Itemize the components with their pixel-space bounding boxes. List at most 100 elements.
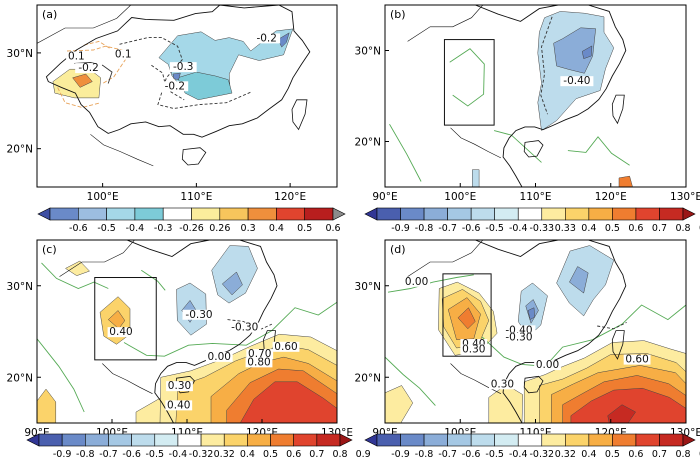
border-line (450, 363, 502, 394)
x-tick-label: 100°E (444, 191, 476, 203)
coastline (126, 240, 278, 423)
colorbar-label: -0.4 (169, 449, 188, 460)
colorbar-label: -0.32 (529, 449, 554, 460)
contour-label: 0.1 (115, 49, 132, 61)
shaded-region (221, 271, 243, 296)
shaded-region (277, 32, 290, 48)
colorbar-label: 0.4 (240, 449, 255, 460)
colorbar-swatch (565, 433, 590, 447)
plot-frame (36, 4, 338, 188)
contour-line (449, 48, 485, 107)
colorbar-label: 0.5 (605, 223, 620, 234)
colorbar-label: 0.7 (652, 223, 667, 234)
contour-line (540, 16, 553, 115)
colorbar-swatch (108, 433, 132, 447)
contour-label: -0.2 (256, 32, 277, 44)
colorbar-label: 0.4 (581, 223, 596, 234)
contour-label-bg (534, 360, 561, 371)
colorbar-swatch (134, 207, 164, 221)
contour-label-bg (488, 379, 516, 390)
contour-line (41, 262, 109, 289)
colorbar-swatch (635, 433, 660, 447)
panel-a: 0.1-0.20.1-0.3-0.2-0.2(a)100°E 110°E 120°E… (7, 4, 346, 234)
colorbar-label: -0.7 (438, 223, 457, 234)
colorbar-swatch (247, 433, 271, 447)
y-tick-label: 30°N (355, 281, 381, 293)
contour-label-bg (460, 344, 488, 355)
border-line (407, 240, 484, 277)
colorbar-swatch (78, 207, 107, 221)
colorbar-right-arrow (332, 207, 346, 221)
colorbar-swatch (200, 433, 225, 447)
contour-label-bg (560, 76, 594, 87)
border-line (37, 5, 132, 44)
colorbar-label: -0.8 (76, 449, 95, 460)
colorbar-swatch (191, 207, 221, 221)
colorbar-swatch (162, 207, 192, 221)
border-line (59, 240, 135, 277)
contour-label: 0.00 (208, 351, 231, 363)
contour-label-bg (166, 381, 193, 392)
shaded-region (581, 45, 593, 60)
colorbar-label: 0.4 (581, 449, 596, 460)
colorbar-swatch (131, 433, 156, 447)
contour-label: 0.1 (68, 51, 85, 63)
colorbar-swatch (588, 433, 613, 447)
study-region-box (442, 273, 492, 357)
map-background (385, 5, 686, 187)
taiwan-outline (291, 99, 308, 131)
colorbar-swatch (106, 207, 136, 221)
colorbar-swatch (376, 207, 401, 221)
colorbar-label: -0.9 (391, 449, 410, 460)
shaded-region (472, 169, 480, 187)
taiwan-outline (611, 330, 625, 360)
colorbar-label: 0.9 (699, 449, 700, 460)
contour-label: -0.40 (563, 75, 590, 87)
x-tick-label: 100°E (87, 191, 119, 203)
contour-label-bg (253, 33, 281, 44)
contour-line (151, 64, 185, 101)
contour-label-bg (246, 349, 274, 360)
x-tick-label: 90°E (372, 191, 397, 203)
contour-label: 0.60 (625, 354, 648, 366)
contour-line (567, 136, 630, 166)
contour-label: 0.60 (274, 341, 297, 353)
contour-line (141, 269, 166, 291)
colorbar-swatch (38, 433, 63, 447)
contour-line (74, 62, 113, 84)
colorbar-label: -0.8 (415, 223, 434, 234)
shaded-region (107, 310, 126, 330)
contour-label-bg (272, 341, 300, 352)
y-tick-label: 30°N (7, 48, 33, 60)
colorbar-swatch (541, 433, 566, 447)
border-line (450, 127, 502, 159)
colorbar-label: 0.33 (555, 223, 576, 234)
colorbar-label: -0.4 (126, 223, 145, 234)
colorbar-label: 0.6 (628, 449, 643, 460)
contour-label-bg (623, 354, 651, 365)
study-region-box (94, 277, 157, 361)
contour-line (83, 40, 112, 50)
colorbar-swatch (247, 207, 277, 221)
colorbar-swatch (517, 207, 543, 221)
taiwan-outline (611, 94, 625, 125)
map-area: 0.1-0.20.1-0.3-0.2-0.2 (37, 5, 337, 187)
colorbar-swatch (276, 207, 305, 221)
x-tick-label: 120°E (595, 191, 627, 203)
colorbar-label: -0.5 (485, 223, 504, 234)
colorbar-label: 0.8 (675, 449, 690, 460)
panel-c: 0.40 -0.30 -0.30 0.00 0.30 0.40 0.700.80 0.60 (c… (7, 239, 371, 460)
contour-line (385, 356, 436, 406)
colorbar: -0.9 -0.8 -0.7 -0.6 -0.5 -0.4 -0.32 0.32 0.4 0.5 0… (26, 433, 371, 460)
colorbar-label: -0.3 (154, 223, 173, 234)
y-tick-label: 30°N (7, 281, 33, 293)
y-tick-label: 30°N (355, 46, 381, 58)
colorbar-label: 0.5 (263, 449, 278, 460)
colorbar-swatch (316, 433, 341, 447)
contour-label: 0.00 (536, 359, 559, 371)
y-tick-label: 20°N (355, 372, 381, 384)
contour-line (387, 274, 474, 293)
contour-label: 0.30 (491, 378, 514, 390)
colorbar-swatch (447, 207, 472, 221)
